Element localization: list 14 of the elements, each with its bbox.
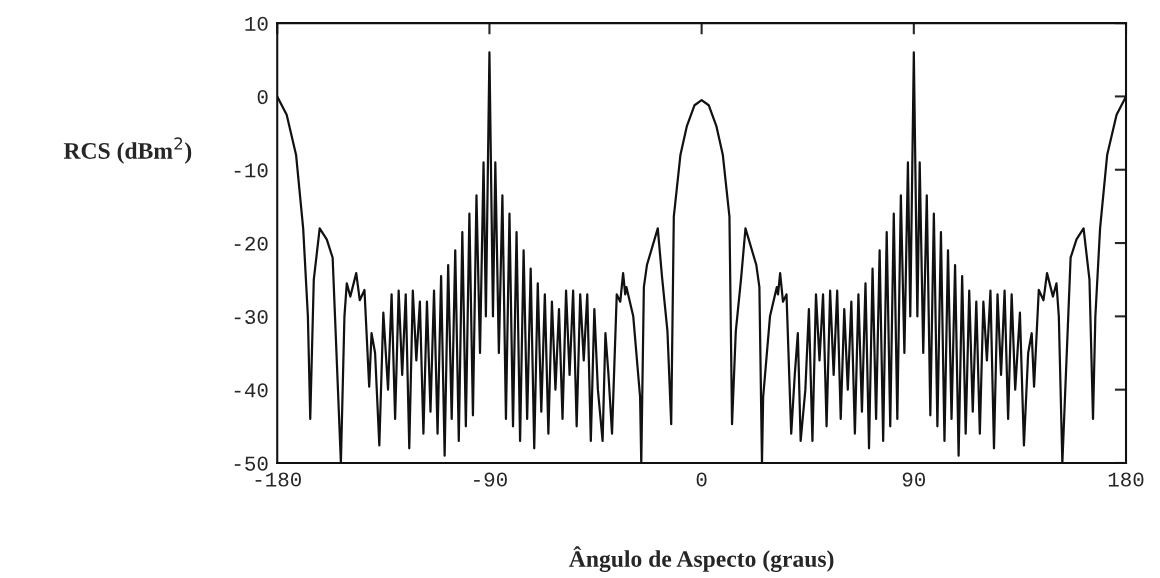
y-tick-label: 10 <box>245 16 268 31</box>
y-tick-label: 0 <box>257 90 268 105</box>
y-tick-label: -20 <box>234 236 268 251</box>
x-tick-label: 180 <box>1108 472 1144 487</box>
y-tick-label: -30 <box>234 309 268 325</box>
x-tick-label: 0 <box>696 472 707 487</box>
x-tick-label: 90 <box>902 472 926 487</box>
x-axis-title: Ângulo de Aspecto (graus) <box>569 546 834 572</box>
y-axis-title: RCS (dBm$^{2}$) <box>63 137 192 164</box>
y-tick-label: -10 <box>234 163 268 178</box>
y-tick-label: -50 <box>234 456 268 471</box>
x-tick-label: -180 <box>255 472 301 487</box>
y-tick-label: -40 <box>234 383 268 398</box>
x-tick-label: -90 <box>474 472 507 487</box>
